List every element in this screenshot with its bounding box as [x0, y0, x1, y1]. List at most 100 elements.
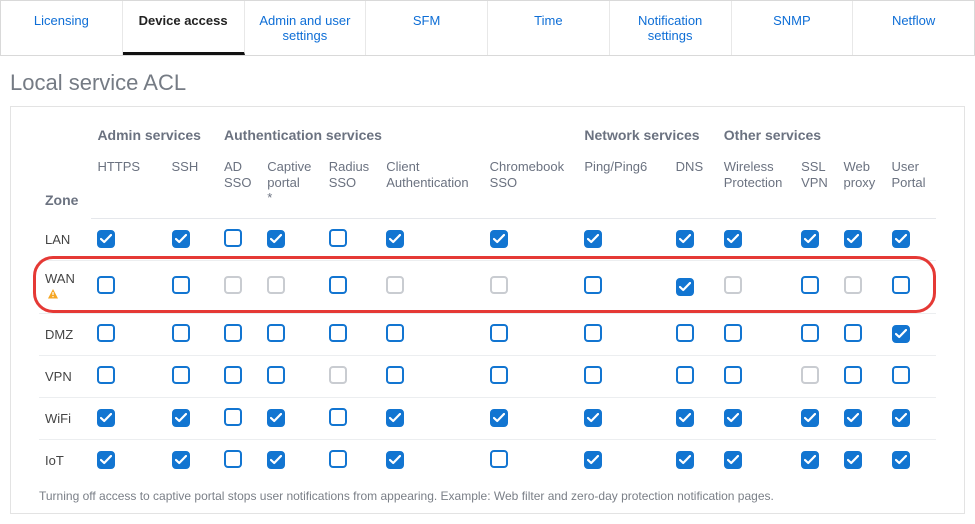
service-checkbox[interactable]: [676, 230, 694, 248]
service-cell: [91, 439, 165, 481]
service-checkbox[interactable]: [584, 366, 602, 384]
service-checkbox[interactable]: [329, 450, 347, 468]
service-checkbox[interactable]: [172, 230, 190, 248]
service-checkbox: [801, 366, 819, 384]
service-checkbox[interactable]: [97, 276, 115, 294]
service-checkbox[interactable]: [267, 230, 285, 248]
column-header: UserPortal: [886, 153, 936, 218]
service-checkbox[interactable]: [724, 230, 742, 248]
column-header: Ping/Ping6: [578, 153, 669, 218]
service-cell: [484, 260, 579, 313]
table-row: IoT: [39, 439, 936, 481]
service-checkbox[interactable]: [724, 324, 742, 342]
service-cell: [91, 355, 165, 397]
service-checkbox[interactable]: [844, 451, 862, 469]
service-checkbox[interactable]: [224, 450, 242, 468]
service-checkbox[interactable]: [97, 230, 115, 248]
service-cell: [218, 355, 261, 397]
column-header: HTTPS: [91, 153, 165, 218]
service-checkbox[interactable]: [490, 366, 508, 384]
zone-label: IoT: [39, 439, 91, 481]
service-checkbox[interactable]: [97, 451, 115, 469]
service-cell: [380, 355, 483, 397]
service-checkbox[interactable]: [801, 451, 819, 469]
service-checkbox[interactable]: [172, 451, 190, 469]
service-checkbox[interactable]: [172, 366, 190, 384]
service-checkbox[interactable]: [224, 408, 242, 426]
service-checkbox[interactable]: [97, 366, 115, 384]
tab-time[interactable]: Time: [488, 1, 610, 55]
service-checkbox[interactable]: [386, 451, 404, 469]
service-checkbox[interactable]: [329, 276, 347, 294]
service-checkbox[interactable]: [844, 409, 862, 427]
service-checkbox[interactable]: [676, 366, 694, 384]
service-checkbox[interactable]: [329, 408, 347, 426]
service-checkbox[interactable]: [224, 324, 242, 342]
service-checkbox[interactable]: [801, 409, 819, 427]
service-checkbox[interactable]: [172, 276, 190, 294]
service-checkbox[interactable]: [801, 276, 819, 294]
column-header: ChromebookSSO: [484, 153, 579, 218]
service-checkbox[interactable]: [386, 324, 404, 342]
service-checkbox[interactable]: [584, 230, 602, 248]
service-checkbox[interactable]: [844, 366, 862, 384]
service-checkbox[interactable]: [844, 230, 862, 248]
service-checkbox: [490, 276, 508, 294]
service-checkbox[interactable]: [801, 324, 819, 342]
column-header: Webproxy: [838, 153, 886, 218]
service-checkbox[interactable]: [172, 409, 190, 427]
service-checkbox[interactable]: [490, 230, 508, 248]
service-checkbox[interactable]: [844, 324, 862, 342]
service-checkbox[interactable]: [224, 366, 242, 384]
service-checkbox[interactable]: [267, 409, 285, 427]
service-checkbox[interactable]: [892, 230, 910, 248]
service-checkbox[interactable]: [267, 366, 285, 384]
tab-sfm[interactable]: SFM: [366, 1, 488, 55]
service-checkbox[interactable]: [676, 324, 694, 342]
service-checkbox[interactable]: [676, 451, 694, 469]
service-checkbox[interactable]: [892, 451, 910, 469]
service-cell: [380, 260, 483, 313]
tab-admin-and-user-settings[interactable]: Admin and user settings: [245, 1, 367, 55]
service-cell: [718, 260, 795, 313]
service-checkbox[interactable]: [676, 278, 694, 296]
tab-netflow[interactable]: Netflow: [853, 1, 974, 55]
service-checkbox[interactable]: [267, 451, 285, 469]
service-checkbox[interactable]: [584, 451, 602, 469]
service-checkbox[interactable]: [386, 366, 404, 384]
service-checkbox[interactable]: [490, 450, 508, 468]
tab-device-access[interactable]: Device access: [123, 1, 245, 55]
service-checkbox[interactable]: [329, 229, 347, 247]
service-checkbox[interactable]: [801, 230, 819, 248]
service-checkbox[interactable]: [584, 324, 602, 342]
service-checkbox[interactable]: [267, 324, 285, 342]
tab-notification-settings[interactable]: Notification settings: [610, 1, 732, 55]
service-checkbox[interactable]: [224, 229, 242, 247]
group-header: Authentication services: [218, 123, 578, 153]
tab-snmp[interactable]: SNMP: [732, 1, 854, 55]
service-cell: [886, 355, 936, 397]
service-checkbox[interactable]: [172, 324, 190, 342]
service-cell: [578, 260, 669, 313]
service-checkbox[interactable]: [490, 409, 508, 427]
service-checkbox[interactable]: [584, 409, 602, 427]
service-checkbox[interactable]: [584, 276, 602, 294]
service-checkbox[interactable]: [386, 230, 404, 248]
service-cell: [718, 439, 795, 481]
service-checkbox[interactable]: [724, 366, 742, 384]
service-checkbox[interactable]: [892, 276, 910, 294]
service-cell: [886, 313, 936, 355]
service-checkbox[interactable]: [892, 409, 910, 427]
service-checkbox[interactable]: [892, 366, 910, 384]
tab-licensing[interactable]: Licensing: [1, 1, 123, 55]
service-checkbox: [386, 276, 404, 294]
service-checkbox[interactable]: [97, 324, 115, 342]
service-checkbox[interactable]: [724, 409, 742, 427]
service-checkbox[interactable]: [490, 324, 508, 342]
service-checkbox[interactable]: [97, 409, 115, 427]
service-checkbox[interactable]: [724, 451, 742, 469]
service-checkbox[interactable]: [329, 324, 347, 342]
service-checkbox[interactable]: [676, 409, 694, 427]
service-checkbox[interactable]: [892, 325, 910, 343]
service-checkbox[interactable]: [386, 409, 404, 427]
